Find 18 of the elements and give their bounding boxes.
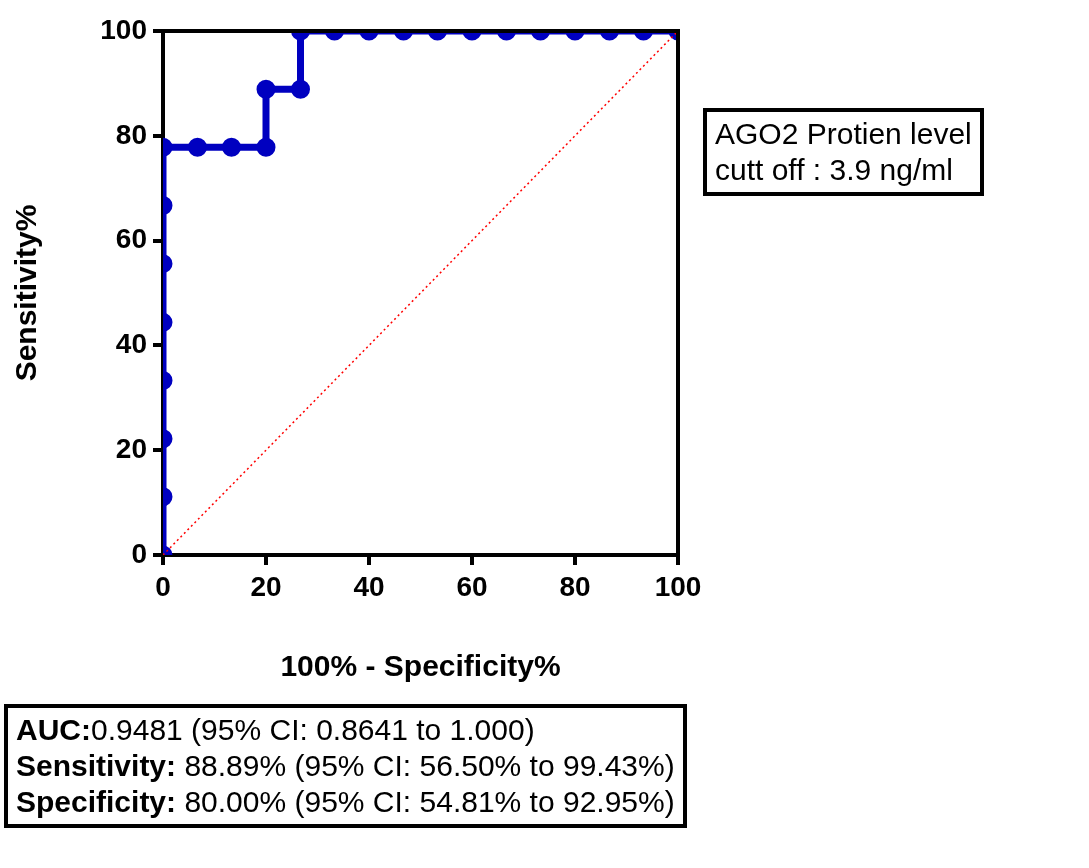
x-tick-label: 60	[456, 570, 488, 602]
y-tick-label: 60	[115, 223, 147, 255]
x-tick-label: 20	[250, 570, 282, 602]
y-tick-label: 80	[115, 118, 147, 150]
y-tick-label: 40	[115, 328, 147, 360]
y-tick-label: 20	[115, 432, 147, 464]
text: Specificity: 80.00% (95% CI: 54.81% to 92.95%)	[16, 784, 675, 820]
y-axis-title: Sensitivity%	[9, 204, 43, 382]
x-axis-title: 100% - Specificity%	[280, 649, 561, 683]
x-tick-label: 40	[353, 570, 385, 602]
y-tick-label: 100	[100, 13, 147, 45]
text: AUC:0.9481 (95% CI: 0.8641 to 1.000)	[16, 712, 536, 748]
x-tick-label: 80	[559, 570, 591, 602]
y-tick-label: 0	[131, 537, 147, 569]
x-tick-label: 100	[654, 570, 702, 602]
text: Sensitivity: 88.89% (95% CI: 56.50% to 99.43%)	[16, 748, 675, 784]
x-tick-label: 0	[155, 570, 171, 602]
text: AGO2 Protien level cutt off : 3.9 ng/ml	[715, 116, 972, 188]
